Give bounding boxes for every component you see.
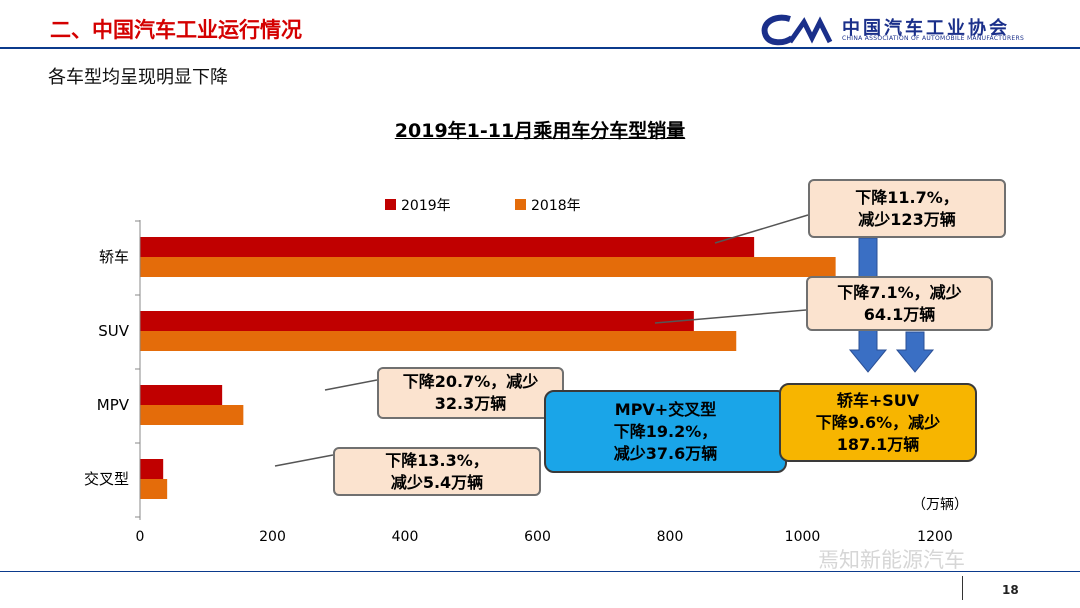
- bar-0-2: [140, 385, 223, 405]
- bar-1-0: [140, 257, 836, 277]
- x-tick-label: 600: [524, 529, 551, 545]
- callout-suv: 下降7.1%，减少 64.1万辆: [806, 276, 993, 331]
- x-tick-label: 1200: [917, 529, 953, 545]
- slide-subtitle: 各车型均呈现明显下降: [48, 67, 228, 88]
- callout-leader-line: [654, 309, 807, 324]
- callout-sedan-suv-total: 轿车+SUV 下降9.6%，减少 187.1万辆: [779, 383, 977, 462]
- callout-crossover-line1: 下降13.3%，: [385, 450, 489, 470]
- total-blue-line1: MPV+交叉型: [614, 399, 717, 419]
- total-blue-line2: 下降19.2%，: [613, 421, 718, 441]
- x-tick-label: 400: [392, 529, 419, 545]
- caam-logo: 中国汽车工业协会 CHINA ASSOCIATION OF AUTOMOBILE…: [760, 14, 1060, 46]
- callout-mpv-crossover-total: MPV+交叉型 下降19.2%， 减少37.6万辆: [544, 390, 787, 473]
- x-unit-label: （万辆）: [912, 497, 968, 513]
- callout-leader-line: [714, 214, 809, 244]
- page-number: 18: [1002, 583, 1019, 597]
- bar-1-2: [140, 405, 244, 425]
- legend-label: 2018年: [531, 198, 581, 214]
- x-tick-label: 0: [136, 529, 145, 545]
- callout-leader-line: [324, 379, 378, 391]
- total-yellow-line1: 轿车+SUV: [836, 390, 920, 410]
- category-label: MPV: [97, 396, 130, 414]
- total-yellow-line3: 187.1万辆: [836, 434, 920, 454]
- header-divider: [0, 47, 1080, 49]
- callout-mpv: 下降20.7%，减少 32.3万辆: [377, 367, 564, 419]
- callout-mpv-line1: 下降20.7%，减少: [402, 372, 539, 391]
- category-label: 轿车: [99, 248, 129, 266]
- category-label: SUV: [98, 322, 130, 340]
- bar-1-1: [140, 331, 737, 351]
- bar-0-3: [140, 459, 164, 479]
- callout-sedan: 下降11.7%， 减少123万辆: [808, 179, 1006, 238]
- footer-separator: [962, 576, 963, 600]
- chart-title: 2019年1-11月乘用车分车型销量: [394, 120, 686, 142]
- callout-crossover-line2: 减少5.4万辆: [390, 472, 484, 492]
- bar-0-1: [140, 311, 694, 331]
- legend-swatch: [515, 199, 526, 210]
- down-arrow-icon: [895, 331, 935, 373]
- callout-leader-line: [274, 454, 334, 467]
- category-label: 交叉型: [84, 470, 129, 488]
- page-header-title: 二、中国汽车工业运行情况: [50, 18, 302, 42]
- callout-mpv-line2: 32.3万辆: [434, 394, 507, 413]
- logo-name-cn: 中国汽车工业协会: [842, 18, 1010, 39]
- bar-0-0: [140, 237, 755, 257]
- legend-label: 2019年: [401, 198, 451, 214]
- bar-1-3: [140, 479, 168, 499]
- footer-divider: [0, 571, 1080, 572]
- x-tick-label: 800: [657, 529, 684, 545]
- callout-suv-line1: 下降7.1%，减少: [837, 282, 962, 302]
- watermark: 焉知新能源汽车: [818, 548, 965, 572]
- logo-name-en: CHINA ASSOCIATION OF AUTOMOBILE MANUFACT…: [842, 35, 1025, 42]
- x-tick-label: 200: [259, 529, 286, 545]
- caam-logo-mark-icon: [761, 14, 833, 46]
- total-yellow-line2: 下降9.6%，减少: [815, 412, 941, 432]
- callout-suv-line2: 64.1万辆: [863, 304, 936, 324]
- legend-swatch: [385, 199, 396, 210]
- callout-sedan-line1: 下降11.7%，: [855, 187, 959, 207]
- x-tick-label: 1000: [785, 529, 821, 545]
- callout-crossover: 下降13.3%， 减少5.4万辆: [333, 447, 541, 496]
- total-blue-line3: 减少37.6万辆: [613, 443, 718, 463]
- callout-sedan-line2: 减少123万辆: [858, 209, 956, 229]
